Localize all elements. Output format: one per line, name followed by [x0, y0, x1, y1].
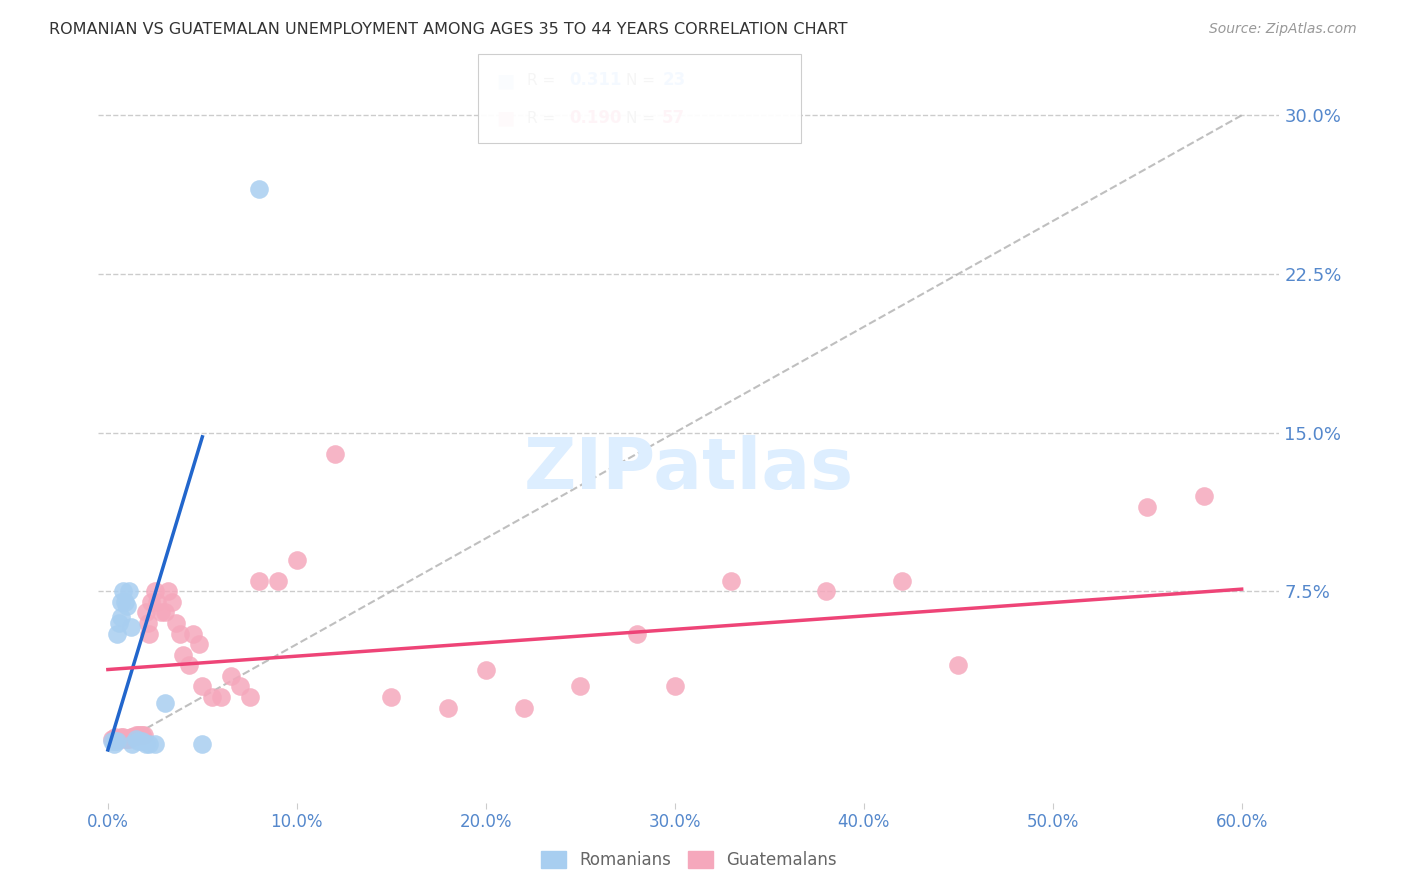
Point — [129, 728, 152, 742]
Text: ROMANIAN VS GUATEMALAN UNEMPLOYMENT AMONG AGES 35 TO 44 YEARS CORRELATION CHART: ROMANIAN VS GUATEMALAN UNEMPLOYMENT AMON… — [49, 22, 848, 37]
Point — [108, 732, 131, 747]
Point — [138, 626, 160, 640]
Point — [104, 734, 127, 748]
Point — [814, 584, 837, 599]
Point — [267, 574, 290, 588]
Point — [165, 615, 187, 630]
Point — [720, 574, 742, 588]
Point — [239, 690, 262, 704]
Point — [1192, 489, 1215, 503]
Point — [136, 615, 159, 630]
Point — [110, 595, 132, 609]
Point — [125, 732, 148, 747]
Point — [103, 732, 125, 747]
Point — [626, 626, 648, 640]
Text: 0.311: 0.311 — [569, 71, 621, 89]
Point — [103, 737, 125, 751]
Point — [105, 734, 128, 748]
Point — [118, 732, 141, 747]
Point — [187, 637, 209, 651]
Point — [664, 680, 686, 694]
Point — [191, 737, 214, 751]
Point — [105, 732, 128, 747]
Point — [512, 700, 534, 714]
Text: ■: ■ — [496, 71, 515, 90]
Point — [114, 732, 136, 747]
Point — [380, 690, 402, 704]
Point — [138, 737, 160, 751]
Point — [153, 697, 176, 711]
Point — [172, 648, 194, 662]
Point — [100, 732, 122, 747]
Point — [115, 599, 138, 613]
Point — [948, 658, 970, 673]
Point — [135, 737, 157, 751]
Point — [285, 552, 308, 566]
Point — [160, 595, 183, 609]
Point — [100, 734, 122, 748]
Point — [127, 734, 149, 748]
Text: 57: 57 — [662, 109, 685, 128]
Text: R =: R = — [527, 73, 561, 88]
Point — [108, 615, 131, 630]
Point — [475, 663, 498, 677]
Text: 23: 23 — [662, 71, 686, 89]
Point — [105, 626, 128, 640]
Point — [131, 734, 153, 748]
Point — [247, 182, 270, 196]
Point — [1136, 500, 1159, 514]
Point — [323, 447, 346, 461]
Point — [143, 737, 166, 751]
Point — [169, 626, 191, 640]
Point — [120, 730, 142, 744]
Point — [118, 584, 141, 599]
Point — [569, 680, 592, 694]
Point — [124, 730, 146, 744]
Text: Source: ZipAtlas.com: Source: ZipAtlas.com — [1209, 22, 1357, 37]
Point — [146, 595, 169, 609]
Point — [121, 730, 143, 744]
Point — [111, 730, 134, 744]
Point — [121, 737, 143, 751]
Text: ■: ■ — [496, 109, 515, 128]
Point — [179, 658, 201, 673]
Point — [201, 690, 224, 704]
Point — [157, 584, 180, 599]
Point — [890, 574, 912, 588]
Point — [104, 730, 127, 744]
Point — [141, 595, 163, 609]
Point — [209, 690, 232, 704]
Point — [120, 620, 142, 634]
Point — [135, 606, 157, 620]
Point — [131, 728, 153, 742]
Point — [247, 574, 270, 588]
Point — [132, 728, 155, 742]
Text: R =: R = — [527, 111, 561, 126]
Point — [229, 680, 252, 694]
Point — [181, 626, 204, 640]
Point — [219, 669, 242, 683]
Point — [149, 606, 172, 620]
Point — [110, 730, 132, 744]
Point — [127, 728, 149, 742]
Point — [114, 595, 136, 609]
Point — [143, 584, 166, 599]
Text: N =: N = — [626, 73, 659, 88]
Text: ZIPatlas: ZIPatlas — [524, 435, 853, 504]
Point — [111, 584, 134, 599]
Point — [110, 609, 132, 624]
Point — [437, 700, 460, 714]
Point — [125, 728, 148, 742]
Legend: Romanians, Guatemalans: Romanians, Guatemalans — [534, 845, 844, 876]
Point — [191, 680, 214, 694]
Point — [153, 606, 176, 620]
Text: N =: N = — [626, 111, 659, 126]
Point — [115, 732, 138, 747]
Text: 0.190: 0.190 — [569, 109, 621, 128]
